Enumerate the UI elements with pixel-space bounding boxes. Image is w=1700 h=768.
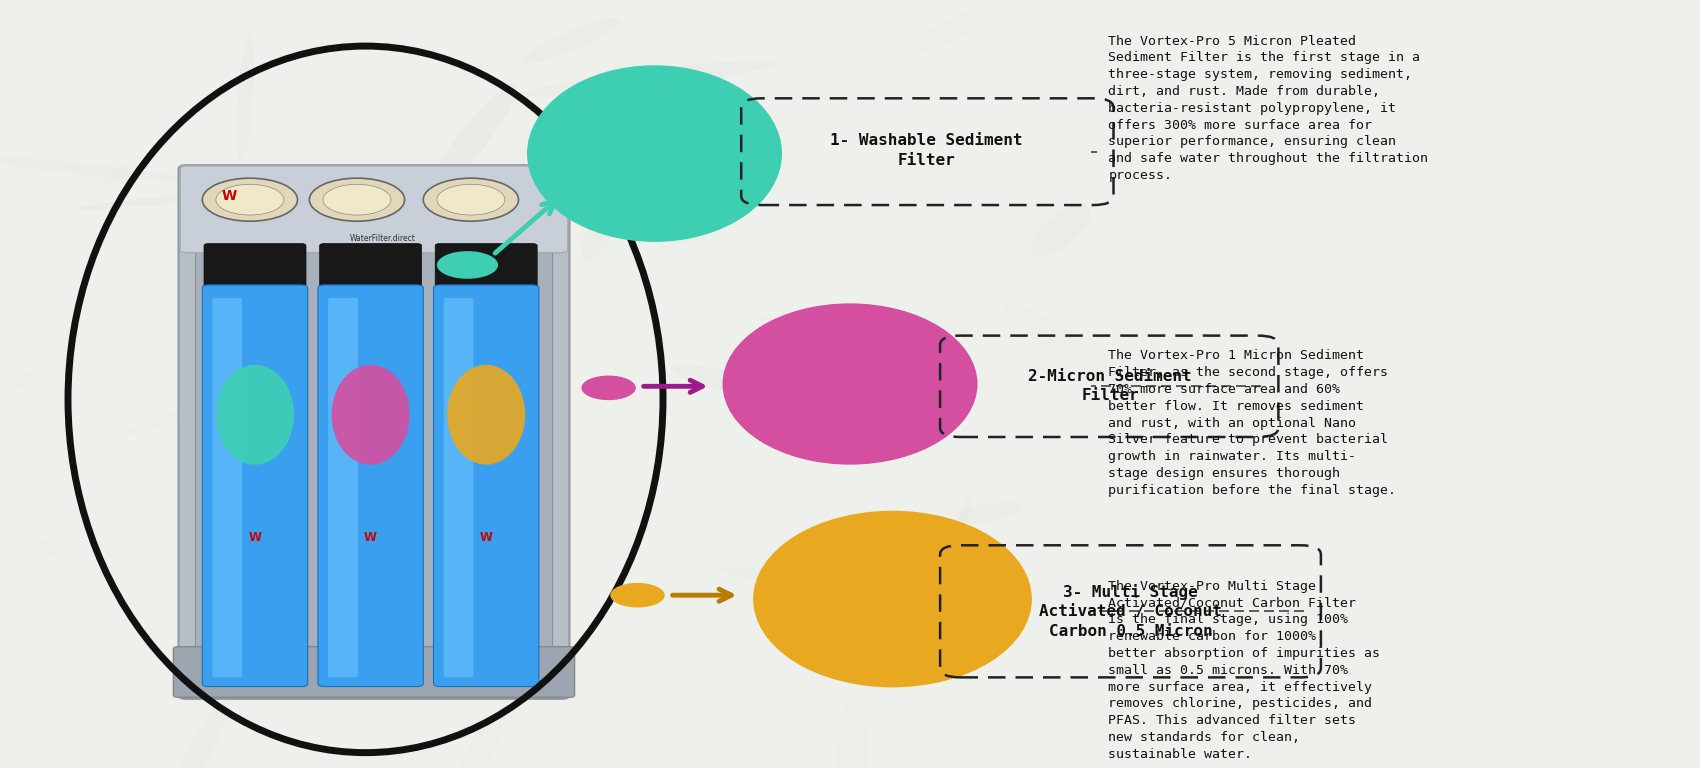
Ellipse shape — [1003, 302, 1134, 394]
Ellipse shape — [722, 303, 978, 465]
Text: The Vortex-Pro Multi Stage
Activated/Coconut Carbon Filter
is the final stage, u: The Vortex-Pro Multi Stage Activated/Coc… — [1108, 580, 1380, 761]
Ellipse shape — [716, 567, 1003, 604]
Circle shape — [437, 184, 505, 215]
Text: 1- Washable Sediment
Filter: 1- Washable Sediment Filter — [830, 134, 1023, 167]
Circle shape — [437, 251, 498, 279]
Ellipse shape — [0, 155, 201, 183]
Ellipse shape — [748, 311, 864, 363]
Ellipse shape — [524, 61, 777, 97]
Ellipse shape — [1030, 205, 1091, 257]
FancyBboxPatch shape — [320, 243, 422, 294]
Text: W: W — [248, 531, 262, 544]
Ellipse shape — [544, 160, 592, 188]
Ellipse shape — [332, 365, 410, 465]
Ellipse shape — [0, 369, 54, 396]
Text: 2-Micron Sediment
Filter: 2-Micron Sediment Filter — [1028, 369, 1192, 403]
Text: WaterFilter.direct: WaterFilter.direct — [350, 233, 415, 243]
FancyBboxPatch shape — [202, 285, 308, 687]
Ellipse shape — [838, 697, 867, 768]
Text: The Vortex-Pro 1 Micron Sediment
Filter, as the second stage, offers
70% more su: The Vortex-Pro 1 Micron Sediment Filter,… — [1108, 349, 1396, 497]
Ellipse shape — [892, 602, 983, 659]
Ellipse shape — [216, 365, 294, 465]
Circle shape — [581, 376, 636, 400]
Ellipse shape — [230, 339, 450, 399]
Ellipse shape — [950, 502, 1022, 524]
Circle shape — [216, 184, 284, 215]
Circle shape — [610, 583, 665, 607]
Ellipse shape — [170, 700, 228, 768]
FancyBboxPatch shape — [180, 166, 568, 253]
Ellipse shape — [753, 511, 1032, 687]
Text: W: W — [223, 189, 236, 203]
FancyBboxPatch shape — [173, 647, 575, 697]
Text: The Vortex-Pro 5 Micron Pleated
Sediment Filter is the first stage in a
three-st: The Vortex-Pro 5 Micron Pleated Sediment… — [1108, 35, 1428, 182]
Ellipse shape — [447, 365, 525, 465]
FancyBboxPatch shape — [204, 243, 306, 294]
Ellipse shape — [75, 190, 265, 210]
FancyBboxPatch shape — [196, 247, 552, 655]
Circle shape — [423, 178, 518, 221]
Ellipse shape — [459, 710, 505, 768]
FancyBboxPatch shape — [435, 243, 537, 294]
Ellipse shape — [122, 360, 338, 435]
FancyBboxPatch shape — [212, 298, 243, 677]
Ellipse shape — [672, 364, 767, 396]
Ellipse shape — [527, 65, 782, 242]
Ellipse shape — [294, 347, 357, 374]
Ellipse shape — [524, 204, 694, 244]
Ellipse shape — [581, 175, 632, 263]
FancyBboxPatch shape — [318, 285, 423, 687]
Circle shape — [323, 184, 391, 215]
Ellipse shape — [236, 35, 255, 164]
Ellipse shape — [522, 18, 620, 63]
FancyBboxPatch shape — [328, 298, 357, 677]
FancyBboxPatch shape — [178, 165, 570, 699]
Ellipse shape — [423, 84, 517, 201]
Text: W: W — [479, 531, 493, 544]
FancyBboxPatch shape — [434, 285, 539, 687]
Circle shape — [309, 178, 405, 221]
Circle shape — [202, 178, 298, 221]
Ellipse shape — [937, 493, 972, 605]
Text: 3- Multi Stage
Activated / Coconut
Carbon 0.5 Micron: 3- Multi Stage Activated / Coconut Carbo… — [1039, 584, 1222, 638]
FancyBboxPatch shape — [444, 298, 473, 677]
Text: W: W — [364, 531, 377, 544]
Ellipse shape — [228, 349, 267, 383]
